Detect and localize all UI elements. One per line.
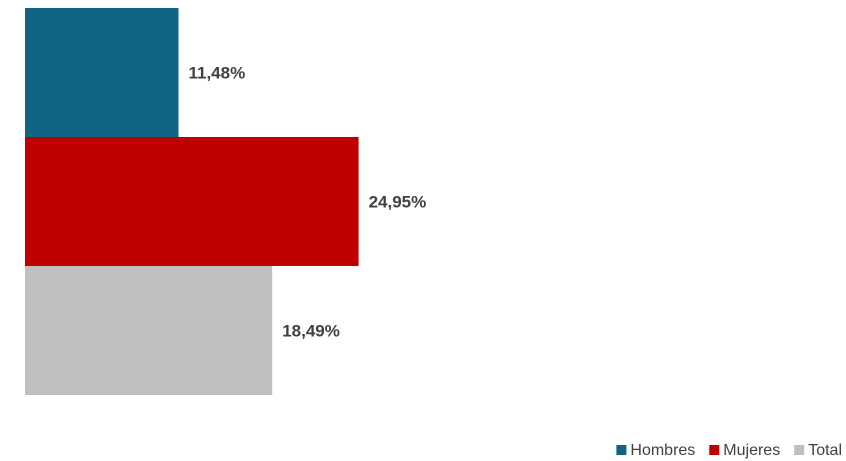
data-label-hombres: 11,48% <box>188 64 245 83</box>
legend: Hombres Mujeres Total <box>616 442 842 459</box>
legend-swatch-hombres <box>616 445 627 455</box>
legend-label-hombres: Hombres <box>630 442 695 459</box>
data-labels-group: 11,48% 24,95% 18,49% <box>188 64 426 341</box>
bar-mujeres <box>25 137 359 266</box>
data-label-total: 18,49% <box>282 322 340 341</box>
legend-label-mujeres: Mujeres <box>723 442 780 459</box>
legend-swatch-total <box>794 445 805 455</box>
legend-label-total: Total <box>808 442 842 459</box>
bar-total <box>25 266 273 395</box>
bar-hombres <box>25 8 179 137</box>
data-label-mujeres: 24,95% <box>369 193 427 212</box>
legend-swatch-mujeres <box>709 445 720 455</box>
bars-group <box>25 8 359 395</box>
